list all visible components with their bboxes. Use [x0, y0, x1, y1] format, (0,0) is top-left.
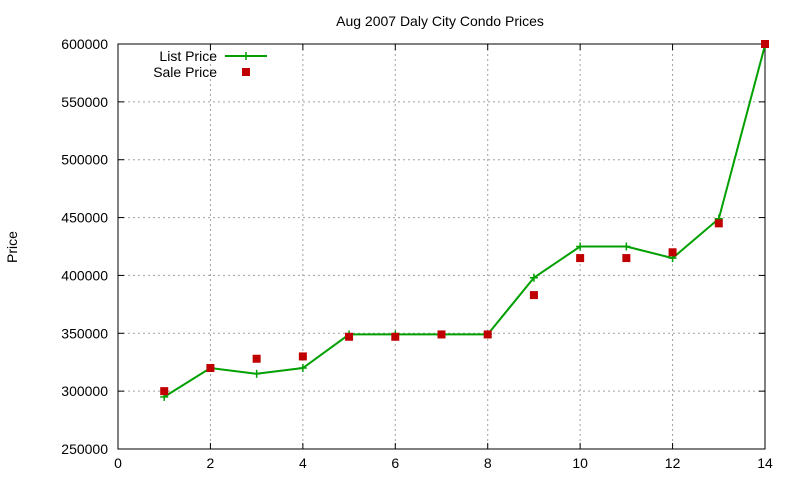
list-price-point [622, 242, 631, 251]
y-tick-label: 500000 [61, 152, 108, 168]
sale-price-point [391, 332, 400, 341]
sale-price-point [622, 254, 631, 263]
y-tick-label: 550000 [61, 94, 108, 110]
legend-label: Sale Price [153, 64, 217, 80]
x-tick-label: 2 [207, 455, 215, 471]
sale-price-point [668, 248, 677, 257]
x-tick-label: 8 [484, 455, 492, 471]
list-price-point [529, 273, 538, 282]
sale-price-point [298, 352, 307, 361]
sale-price-point [345, 332, 354, 341]
x-tick-label: 12 [665, 455, 681, 471]
sale-price-point [761, 40, 769, 48]
x-tick-label: 10 [572, 455, 588, 471]
sale-price-point [576, 254, 585, 263]
series-layer [160, 40, 769, 401]
sale-price-point [437, 330, 446, 339]
x-tick-label: 4 [299, 455, 307, 471]
y-tick-label: 450000 [61, 210, 108, 226]
list-price-line [163, 44, 766, 398]
sale-price-point [252, 354, 261, 363]
legend-label: List Price [159, 48, 217, 64]
chart-title: Aug 2007 Daly City Condo Prices [336, 13, 544, 29]
list-price-point [252, 369, 261, 378]
x-tick-label: 14 [757, 455, 773, 471]
legend-cross [242, 52, 250, 60]
y-tick-label: 350000 [61, 325, 108, 341]
x-tick-label: 0 [114, 455, 122, 471]
sale-price-point [206, 364, 215, 372]
x-tick-label: 6 [391, 455, 399, 471]
sale-price-point [483, 330, 492, 339]
sale-price-point [529, 291, 538, 300]
sale-price-point [160, 387, 169, 396]
y-tick-label: 600000 [61, 36, 108, 52]
y-tick-label: 400000 [61, 267, 108, 283]
plot-frame [117, 43, 766, 450]
list-price-point [576, 242, 585, 251]
grid [118, 44, 765, 449]
axis-ticks: 250000 300000 350000 400000 450000 500000 5500… [61, 36, 773, 471]
y-tick-label: 300000 [61, 383, 108, 399]
y-axis-label: Price [4, 231, 20, 263]
y-tick-label: 250000 [61, 441, 108, 457]
list-price-point [298, 364, 307, 372]
sale-price-point [714, 219, 723, 228]
legend-square [242, 68, 250, 76]
